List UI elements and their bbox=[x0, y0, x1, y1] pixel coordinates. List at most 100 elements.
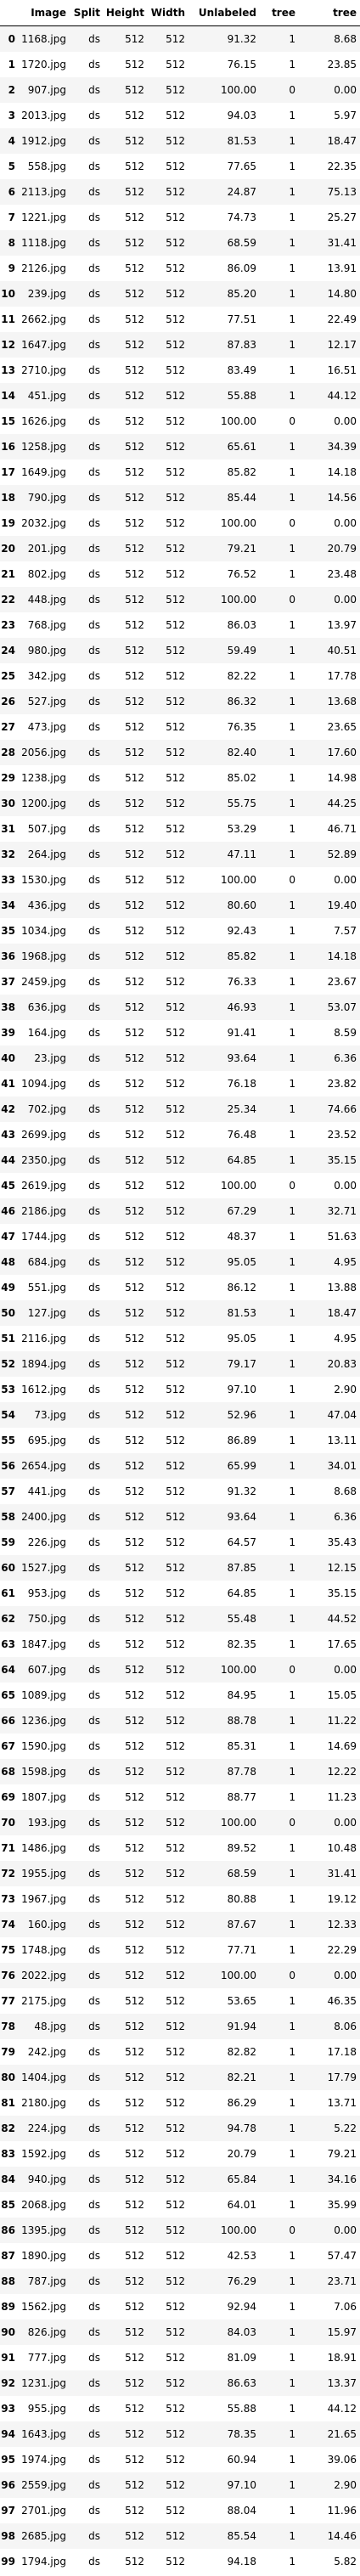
width-cell: 512 bbox=[166, 2454, 185, 2466]
table-row: 94 1643.jpg ds 512 512 78.35 1 21.65 bbox=[0, 2421, 360, 2447]
tree-percent-cell: 2.90 bbox=[334, 2479, 357, 2491]
unlabeled-cell: 81.09 bbox=[227, 2352, 256, 2364]
table-row: 13 2710.jpg ds 512 512 83.49 1 16.51 bbox=[0, 358, 360, 383]
row-index: 54 bbox=[1, 1409, 15, 1421]
height-cell: 512 bbox=[125, 1944, 144, 1956]
width-cell: 512 bbox=[166, 1664, 185, 1676]
height-cell: 512 bbox=[125, 798, 144, 809]
tree-percent-cell: 17.78 bbox=[327, 670, 357, 682]
unlabeled-cell: 85.54 bbox=[227, 2530, 256, 2542]
height-cell: 512 bbox=[125, 2301, 144, 2313]
height-cell: 512 bbox=[125, 1307, 144, 1319]
width-cell: 512 bbox=[166, 2377, 185, 2389]
row-index: 18 bbox=[1, 492, 15, 504]
tree-percent-cell: 20.83 bbox=[327, 1358, 357, 1370]
image-cell: 607.jpg bbox=[27, 1664, 66, 1676]
image-cell: 1238.jpg bbox=[21, 772, 66, 784]
tree-count-cell: 1 bbox=[289, 1791, 295, 1803]
width-cell: 512 bbox=[166, 1384, 185, 1395]
height-cell: 512 bbox=[125, 1740, 144, 1752]
tree-percent-cell: 40.51 bbox=[327, 645, 357, 657]
tree-percent-cell: 5.82 bbox=[334, 2556, 357, 2568]
table-row: 45 2619.jpg ds 512 512 100.00 0 0.00 bbox=[0, 1173, 360, 1198]
table-row: 23 768.jpg ds 512 512 86.03 1 13.97 bbox=[0, 612, 360, 638]
split-cell: ds bbox=[88, 2173, 100, 2185]
table-row: 59 226.jpg ds 512 512 64.57 1 35.43 bbox=[0, 1530, 360, 1555]
unlabeled-cell: 85.31 bbox=[227, 1740, 256, 1752]
tree-count-cell: 1 bbox=[289, 2275, 295, 2287]
row-index: 53 bbox=[1, 1384, 15, 1395]
image-cell: 2701.jpg bbox=[21, 2505, 66, 2517]
table-row: 60 1527.jpg ds 512 512 87.85 1 12.15 bbox=[0, 1555, 360, 1581]
height-cell: 512 bbox=[125, 1689, 144, 1701]
row-index: 20 bbox=[1, 543, 15, 555]
height-cell: 512 bbox=[125, 950, 144, 962]
tree-count-cell: 1 bbox=[289, 1078, 295, 1090]
image-cell: 1168.jpg bbox=[21, 33, 66, 45]
table-row: 43 2699.jpg ds 512 512 76.48 1 23.52 bbox=[0, 1122, 360, 1147]
split-cell: ds bbox=[88, 645, 100, 657]
height-cell: 512 bbox=[125, 1384, 144, 1395]
width-cell: 512 bbox=[166, 1409, 185, 1421]
row-index: 16 bbox=[1, 441, 15, 453]
split-cell: ds bbox=[88, 696, 100, 707]
tree-count-cell: 1 bbox=[289, 1435, 295, 1446]
image-cell: 2180.jpg bbox=[21, 2097, 66, 2109]
tree-percent-cell: 5.22 bbox=[334, 2122, 357, 2134]
table-row: 48 684.jpg ds 512 512 95.05 1 4.95 bbox=[0, 1249, 360, 1275]
width-cell: 512 bbox=[166, 2326, 185, 2338]
unlabeled-cell: 94.18 bbox=[227, 2556, 256, 2568]
tree-count-cell: 1 bbox=[289, 110, 295, 121]
image-cell: 1890.jpg bbox=[21, 2250, 66, 2262]
height-cell: 512 bbox=[125, 2530, 144, 2542]
table-row: 49 551.jpg ds 512 512 86.12 1 13.88 bbox=[0, 1275, 360, 1300]
tree-percent-cell: 23.82 bbox=[327, 1078, 357, 1090]
height-cell: 512 bbox=[125, 186, 144, 198]
tree-count-cell: 1 bbox=[289, 211, 295, 223]
tree-percent-cell: 0.00 bbox=[334, 1180, 357, 1192]
split-cell: ds bbox=[88, 2454, 100, 2466]
width-cell: 512 bbox=[166, 1613, 185, 1625]
row-index: 90 bbox=[1, 2326, 15, 2338]
height-cell: 512 bbox=[125, 492, 144, 504]
height-cell: 512 bbox=[125, 33, 144, 45]
unlabeled-cell: 82.21 bbox=[227, 2072, 256, 2083]
width-cell: 512 bbox=[166, 772, 185, 784]
table-row: 7 1221.jpg ds 512 512 74.73 1 25.27 bbox=[0, 205, 360, 230]
image-cell: 750.jpg bbox=[27, 1613, 66, 1625]
table-row: 65 1089.jpg ds 512 512 84.95 1 15.05 bbox=[0, 1683, 360, 1708]
table-row: 53 1612.jpg ds 512 512 97.10 1 2.90 bbox=[0, 1377, 360, 1402]
split-cell: ds bbox=[88, 1715, 100, 1727]
image-cell: 2032.jpg bbox=[21, 517, 66, 529]
row-index: 38 bbox=[1, 1001, 15, 1013]
width-cell: 512 bbox=[166, 1562, 185, 1574]
image-cell: 1807.jpg bbox=[21, 1791, 66, 1803]
tree-percent-cell: 15.97 bbox=[327, 2326, 357, 2338]
unlabeled-cell: 100.00 bbox=[221, 2224, 256, 2236]
tree-count-cell: 1 bbox=[289, 1205, 295, 1217]
tree-count-cell: 1 bbox=[289, 2454, 295, 2466]
table-row: 34 436.jpg ds 512 512 80.60 1 19.40 bbox=[0, 893, 360, 918]
width-header: Width bbox=[148, 0, 188, 26]
unlabeled-cell: 80.88 bbox=[227, 1893, 256, 1905]
split-cell: ds bbox=[88, 1333, 100, 1344]
row-index: 80 bbox=[1, 2072, 15, 2083]
row-index: 19 bbox=[1, 517, 15, 529]
tree-count-cell: 1 bbox=[289, 2377, 295, 2389]
tree-count-cell: 0 bbox=[289, 874, 295, 886]
width-cell: 512 bbox=[166, 950, 185, 962]
width-cell: 512 bbox=[166, 2403, 185, 2415]
height-cell: 512 bbox=[125, 2556, 144, 2568]
row-index: 92 bbox=[1, 2377, 15, 2389]
height-cell: 512 bbox=[125, 1333, 144, 1344]
unlabeled-cell: 91.32 bbox=[227, 1485, 256, 1497]
split-cell: ds bbox=[88, 721, 100, 733]
table-row: 92 1231.jpg ds 512 512 86.63 1 13.37 bbox=[0, 2370, 360, 2396]
table-row: 82 224.jpg ds 512 512 94.78 1 5.22 bbox=[0, 2116, 360, 2141]
width-cell: 512 bbox=[166, 288, 185, 300]
tree-count-cell: 0 bbox=[289, 517, 295, 529]
table-row: 51 2116.jpg ds 512 512 95.05 1 4.95 bbox=[0, 1326, 360, 1351]
height-cell: 512 bbox=[125, 1052, 144, 1064]
table-header: Image Split Height Width Unlabeled tree tree bbox=[0, 0, 360, 26]
table-row: 33 1530.jpg ds 512 512 100.00 0 0.00 bbox=[0, 867, 360, 893]
